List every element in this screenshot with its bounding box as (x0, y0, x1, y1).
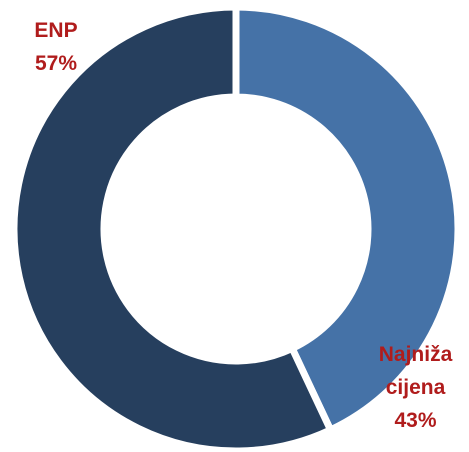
donut-slice (232, 3, 462, 435)
category-label: ENP (34, 19, 78, 42)
donut-slice (10, 3, 336, 452)
value-label: 43% (394, 409, 437, 432)
value-label: 57% (34, 52, 78, 75)
category-label: Najniža cijena (378, 343, 453, 399)
